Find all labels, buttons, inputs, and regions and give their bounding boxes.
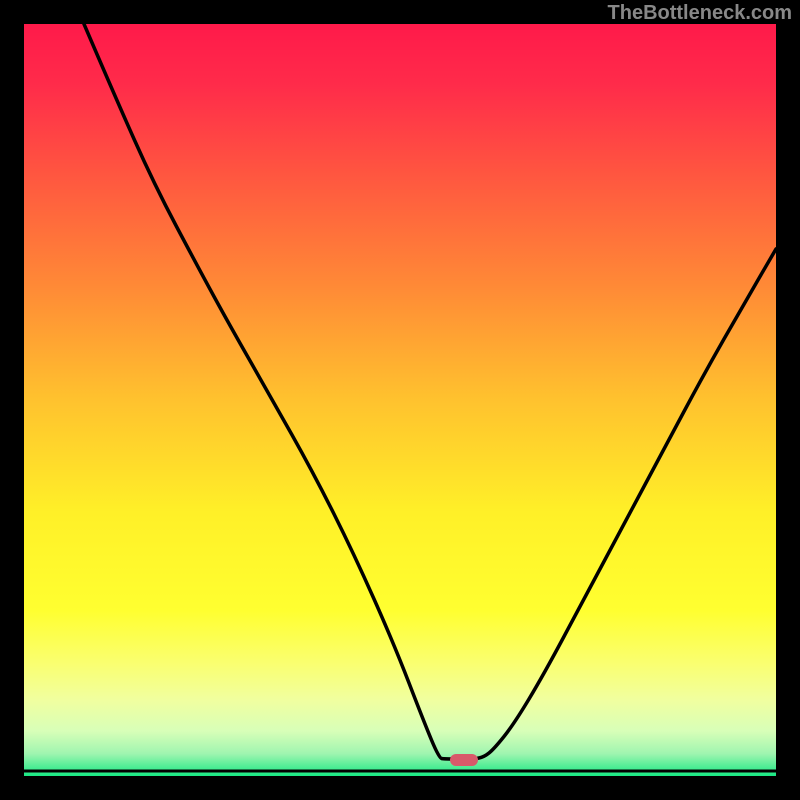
plot-svg <box>24 24 776 776</box>
chart-container: TheBottleneck.com <box>0 0 800 800</box>
watermark-text: TheBottleneck.com <box>608 2 792 25</box>
optimal-marker <box>450 754 478 766</box>
